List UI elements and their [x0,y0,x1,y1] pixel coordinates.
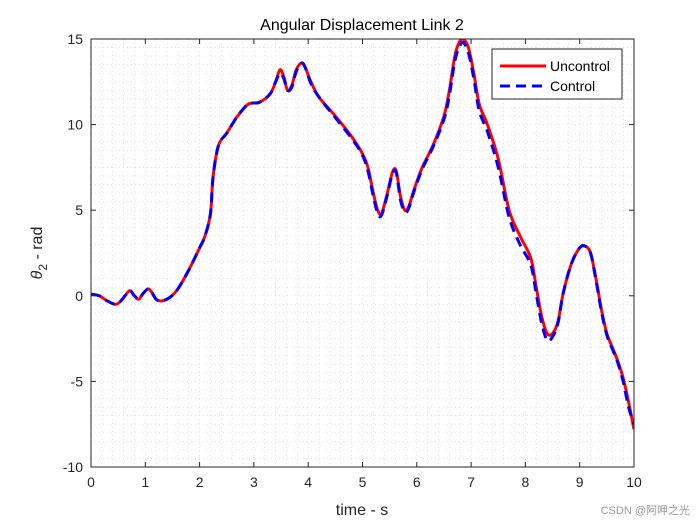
x-tick-label: 0 [87,474,95,490]
x-tick-label: 5 [359,474,367,490]
y-tick-label: 15 [67,31,83,47]
legend-entry-control: Control [550,78,595,94]
x-tick-label: 3 [250,474,258,490]
x-tick-label: 2 [196,474,204,490]
y-tick-label: -5 [71,373,84,389]
watermark: CSDN @阿呷之光 [601,503,690,517]
x-axis-label: time - s [336,502,388,519]
x-tick-label: 9 [576,474,584,490]
x-tick-label: 7 [467,474,475,490]
y-axis-label-subscript: 2 [36,264,50,271]
y-axis-label: θ2 - rad [29,227,50,280]
legend-box [491,48,623,100]
legend: Uncontrol Control [491,48,623,100]
legend-entry-uncontrol: Uncontrol [550,58,610,74]
tick-labels: 0 1 2 3 4 5 6 7 8 9 10 -10 -5 0 5 10 15 [63,31,642,490]
y-axis-label-symbol: θ [29,270,46,279]
x-tick-label: 1 [141,474,149,490]
series-line-control [91,40,634,425]
y-tick-label: 5 [75,202,83,218]
y-tick-label: 0 [75,288,83,304]
x-tick-label: 6 [413,474,421,490]
y-tick-label: -10 [63,459,83,475]
axis-ticks [90,38,635,468]
y-axis-label-unit: - rad [29,227,46,264]
series-lines [91,39,634,430]
x-tick-label: 8 [522,474,530,490]
y-tick-label: 10 [67,117,83,133]
chart-title: Angular Displacement Link 2 [260,17,464,34]
x-tick-label: 4 [304,474,312,490]
x-tick-label: 10 [626,474,642,490]
